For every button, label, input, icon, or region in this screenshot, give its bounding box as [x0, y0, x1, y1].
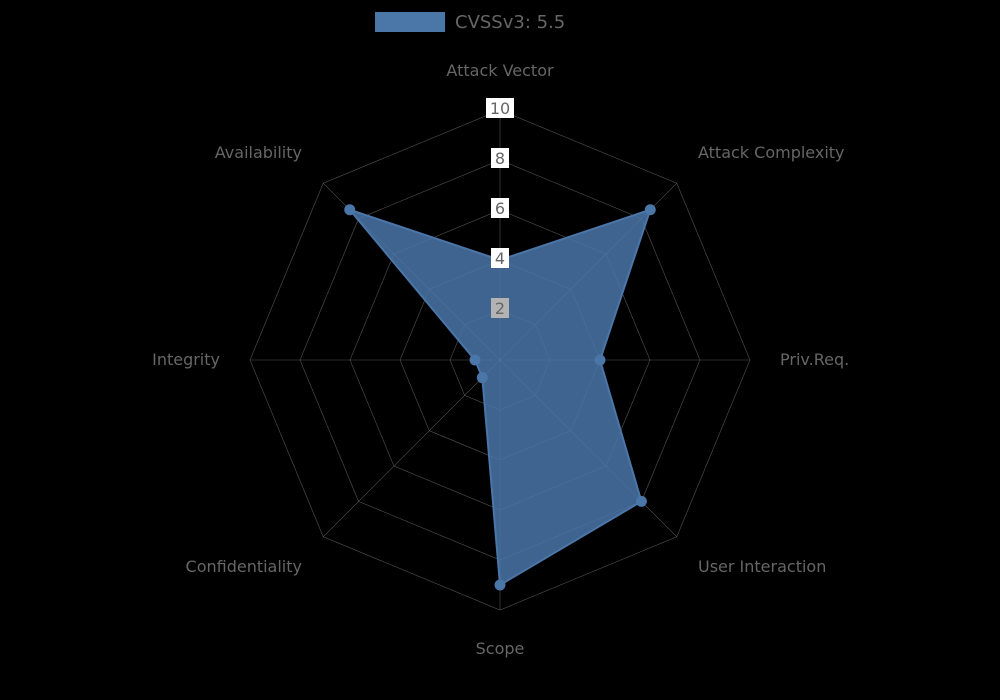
series-marker	[345, 205, 355, 215]
axis-label: Attack Vector	[446, 61, 554, 80]
series-marker	[636, 496, 646, 506]
tick-label: 10	[490, 99, 510, 118]
legend-label: CVSSv3: 5.5	[455, 12, 565, 33]
tick-label: 6	[495, 199, 505, 218]
series-marker	[495, 580, 505, 590]
legend-swatch	[375, 12, 445, 32]
tick-label: 8	[495, 149, 505, 168]
legend: CVSSv3: 5.5	[375, 12, 565, 33]
axis-label: Scope	[476, 639, 525, 658]
series-marker	[477, 373, 487, 383]
axis-label: Priv.Req.	[780, 350, 849, 369]
series-marker	[595, 355, 605, 365]
axis-label: Attack Complexity	[698, 143, 845, 162]
series-marker	[645, 205, 655, 215]
axis-label: Confidentiality	[186, 557, 302, 576]
tick-label: 2	[495, 299, 505, 318]
axis-label: Availability	[215, 143, 302, 162]
series-marker	[470, 355, 480, 365]
tick-label: 4	[495, 249, 505, 268]
cvss-radar-chart: Attack Vector Attack Complexity Priv.Req. U…	[0, 0, 1000, 700]
axis-label: Integrity	[152, 350, 220, 369]
axis-label: User Interaction	[698, 557, 826, 576]
